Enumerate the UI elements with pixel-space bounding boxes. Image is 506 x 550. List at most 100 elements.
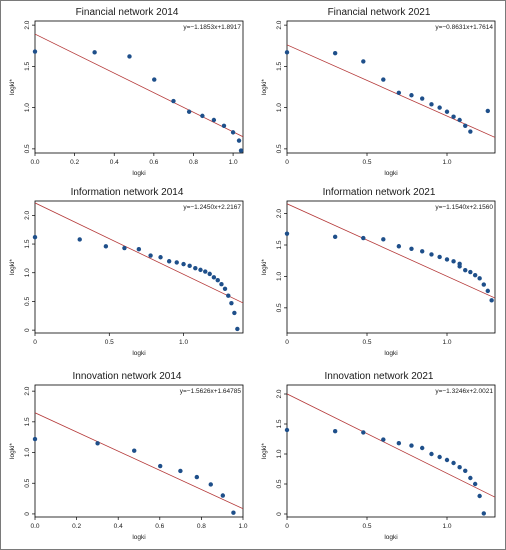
- data-point: [203, 269, 208, 274]
- fit-equation: y=−1.1853x+1.8917: [183, 24, 241, 31]
- x-tick-label: 0.0: [30, 159, 39, 166]
- data-point: [103, 244, 109, 249]
- data-point: [420, 445, 425, 451]
- y-tick-label: 0.5: [276, 144, 283, 153]
- data-point: [174, 260, 179, 265]
- x-axis-label: logki: [132, 350, 145, 357]
- fit-line: [287, 203, 495, 299]
- x-tick-label: 1.0: [442, 523, 451, 530]
- data-point: [222, 286, 228, 292]
- x-tick-label: 0.5: [362, 523, 371, 530]
- data-point: [463, 267, 468, 273]
- data-point: [158, 255, 163, 260]
- y-tick-label: 2.0: [276, 209, 283, 218]
- y-tick-label: 1.5: [276, 61, 283, 70]
- data-point: [457, 465, 462, 470]
- data-point: [457, 117, 462, 123]
- data-point: [92, 50, 97, 55]
- chart-financial-network-2014: Financial network 2014 0.0 0.2 0.4 0.6 0.8 1.…: [5, 7, 249, 179]
- plot-frame: [286, 20, 496, 154]
- data-point: [481, 511, 486, 516]
- plot-frame: [286, 384, 496, 518]
- data-point: [77, 237, 82, 242]
- y-axis-label: logki*: [9, 443, 16, 459]
- y-tick-label: 1.5: [24, 239, 31, 248]
- data-point: [208, 482, 213, 487]
- data-point: [361, 235, 366, 241]
- data-point: [231, 510, 236, 515]
- fit-equation: y=−1.1540x+2.1560: [435, 204, 493, 211]
- data-point: [219, 282, 224, 287]
- data-point: [226, 293, 231, 298]
- chart-title: Innovation network 2014: [72, 371, 182, 382]
- x-tick-label: 0: [33, 339, 37, 346]
- plot-frame: [34, 384, 244, 518]
- chart-information-network-2014: Information network 2014 0 0.5 1.0 0 0.5 1.0 1…: [5, 187, 249, 359]
- data-point: [396, 90, 402, 95]
- data-point: [284, 50, 290, 55]
- data-point: [429, 252, 434, 257]
- data-point: [381, 437, 386, 442]
- y-tick-label: 0.5: [24, 478, 31, 487]
- data-point: [194, 474, 200, 480]
- fit-equation: y=−0.8631x+1.7614: [435, 24, 493, 31]
- data-point: [95, 441, 100, 446]
- data-point: [284, 231, 290, 236]
- data-point: [221, 123, 227, 128]
- y-tick-label: 0.5: [276, 303, 283, 312]
- y-tick-label: 1.5: [24, 417, 31, 426]
- data-point: [396, 244, 402, 249]
- chart-title: Information network 2021: [322, 187, 436, 198]
- data-point: [211, 117, 217, 123]
- plot-area: 0.0 0.2 0.4 0.6 0.8 1.0 0 0.5 1.0 1.5 2.0 logki logk…: [9, 384, 248, 541]
- plot-area: 0 0.5 1.00.51.01.52.0logkilogki*y=−0.8631x…: [261, 20, 496, 177]
- x-tick-label: 0.2: [70, 159, 79, 166]
- chart-title: Information network 2014: [70, 187, 184, 198]
- x-tick-label: 1.0: [442, 159, 451, 166]
- data-point: [207, 271, 212, 277]
- y-tick-label: 2.0: [24, 210, 31, 219]
- data-point: [178, 468, 183, 474]
- y-tick-label: 2.0: [276, 389, 283, 398]
- data-point: [437, 454, 442, 460]
- fit-equation: y=−1.3246x+2.0021: [435, 388, 493, 395]
- y-tick-label: 1.5: [24, 61, 31, 70]
- data-point: [32, 436, 38, 442]
- data-point: [332, 50, 338, 56]
- data-point: [472, 481, 478, 487]
- data-point: [148, 253, 153, 258]
- chart-title: Financial network 2014: [75, 7, 179, 18]
- plot-frame: [34, 200, 244, 334]
- data-point: [437, 105, 442, 110]
- data-point: [232, 310, 237, 316]
- y-tick-label: 1.0: [24, 103, 31, 112]
- chart-financial-network-2021: Financial network 2021 0 0.5 1.0 0.5 1.0 1.5 2…: [257, 7, 501, 179]
- x-axis-label: logki: [132, 170, 145, 177]
- x-tick-label: 0.5: [105, 339, 114, 346]
- data-point: [444, 457, 450, 463]
- data-point: [187, 263, 192, 269]
- data-point: [229, 300, 234, 306]
- x-tick-label: 1.0: [179, 339, 188, 346]
- y-tick-label: 1.0: [276, 103, 283, 112]
- y-tick-label: 0: [24, 328, 31, 332]
- data-point: [437, 254, 442, 260]
- y-tick-label: 0: [24, 512, 31, 516]
- data-point: [181, 261, 186, 267]
- x-tick-label: 0.8: [197, 523, 206, 530]
- data-point: [236, 138, 242, 143]
- x-axis-label: logki: [384, 170, 397, 177]
- x-tick-label: 0.2: [72, 523, 81, 530]
- data-point: [215, 278, 220, 283]
- data-point: [122, 245, 127, 251]
- data-point: [211, 275, 217, 280]
- data-point: [477, 276, 482, 281]
- data-point: [463, 468, 468, 473]
- plot-frame: [34, 20, 244, 154]
- data-point: [409, 443, 414, 448]
- chart-innovation-network-2021: Innovation network 2021 0 0.5 1.0 0 0.5 1.0 1.…: [257, 371, 501, 543]
- x-tick-label: 0.0: [30, 523, 39, 530]
- data-point: [332, 234, 338, 240]
- data-point: [158, 463, 163, 469]
